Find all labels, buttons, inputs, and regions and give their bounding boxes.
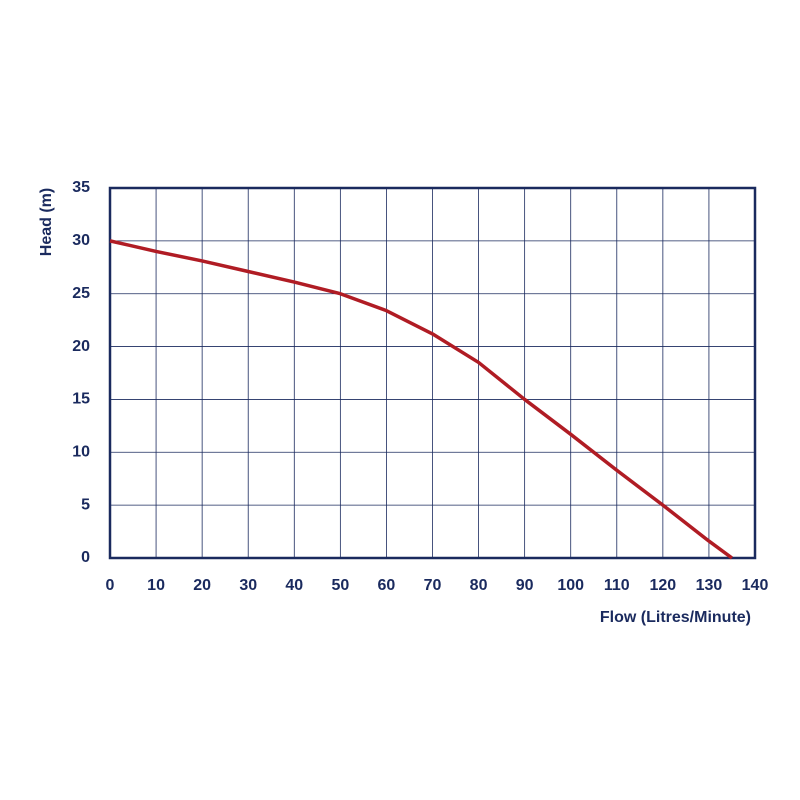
- x-tick-label: 60: [378, 577, 396, 594]
- y-tick-label: 10: [72, 444, 90, 461]
- x-tick-label: 80: [470, 577, 488, 594]
- plot-frame: [108, 186, 757, 560]
- x-tick-label: 130: [696, 577, 723, 594]
- y-tick-label: 25: [72, 285, 90, 302]
- x-tick-label: 140: [742, 577, 769, 594]
- y-tick-label: 0: [81, 549, 90, 566]
- x-tick-label: 40: [285, 577, 303, 594]
- x-tick-label: 90: [516, 577, 534, 594]
- x-tick-label: 20: [193, 577, 211, 594]
- y-tick-label: 35: [72, 179, 90, 196]
- y-tick-label: 5: [81, 496, 90, 513]
- y-tick-label: 15: [72, 391, 90, 408]
- x-tick-label: 70: [424, 577, 442, 594]
- line: [109, 239, 733, 560]
- x-tick-label: 100: [557, 577, 584, 594]
- x-tick-label: 30: [239, 577, 257, 594]
- y-tick-label: 20: [72, 338, 90, 355]
- x-axis-label: Flow (Litres/Minute): [600, 609, 751, 626]
- y-tick-label: 30: [72, 232, 90, 249]
- x-tick-label: 120: [650, 577, 677, 594]
- x-tick-label: 0: [106, 577, 115, 594]
- x-tick-label: 10: [147, 577, 165, 594]
- x-tick-label: 50: [331, 577, 349, 594]
- x-tick-label: 110: [604, 577, 630, 594]
- y-axis-label: Head (m): [38, 188, 55, 256]
